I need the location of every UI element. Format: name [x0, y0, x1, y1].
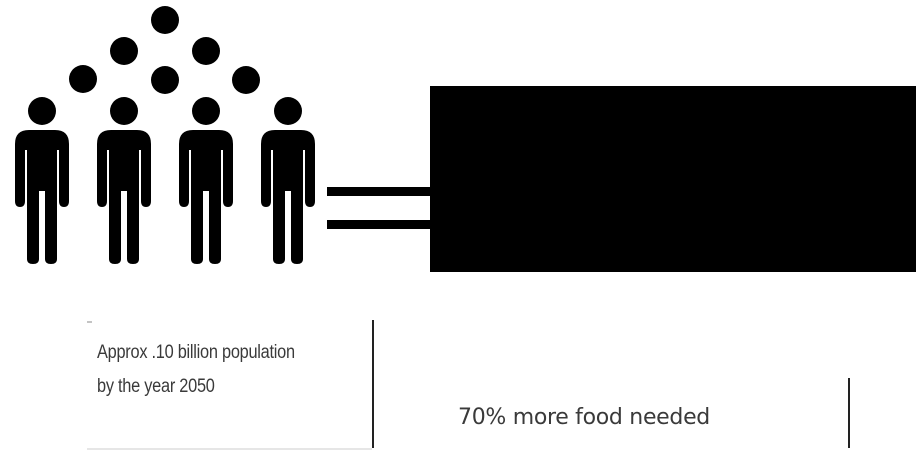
dot: [232, 66, 260, 94]
dot: [110, 37, 138, 65]
dots-pyramid: [69, 6, 260, 94]
population-caption: Approx .10 billion population by the yea…: [97, 336, 329, 404]
equals-sign-icon: [327, 187, 431, 229]
person-icon: [179, 97, 233, 264]
population-caption-line2: by the year 2050: [97, 376, 215, 397]
dot: [192, 37, 220, 65]
food-caption: 70% more food needed: [458, 405, 710, 430]
dot: [69, 65, 97, 93]
population-caption-line1: Approx .10 billion population: [97, 342, 295, 363]
person-icon: [97, 97, 151, 264]
person-icon: [15, 97, 69, 264]
dot: [151, 6, 179, 34]
dot: [151, 66, 179, 94]
person-icon: [261, 97, 315, 264]
people-group: [15, 97, 315, 264]
result-box: [430, 86, 916, 272]
